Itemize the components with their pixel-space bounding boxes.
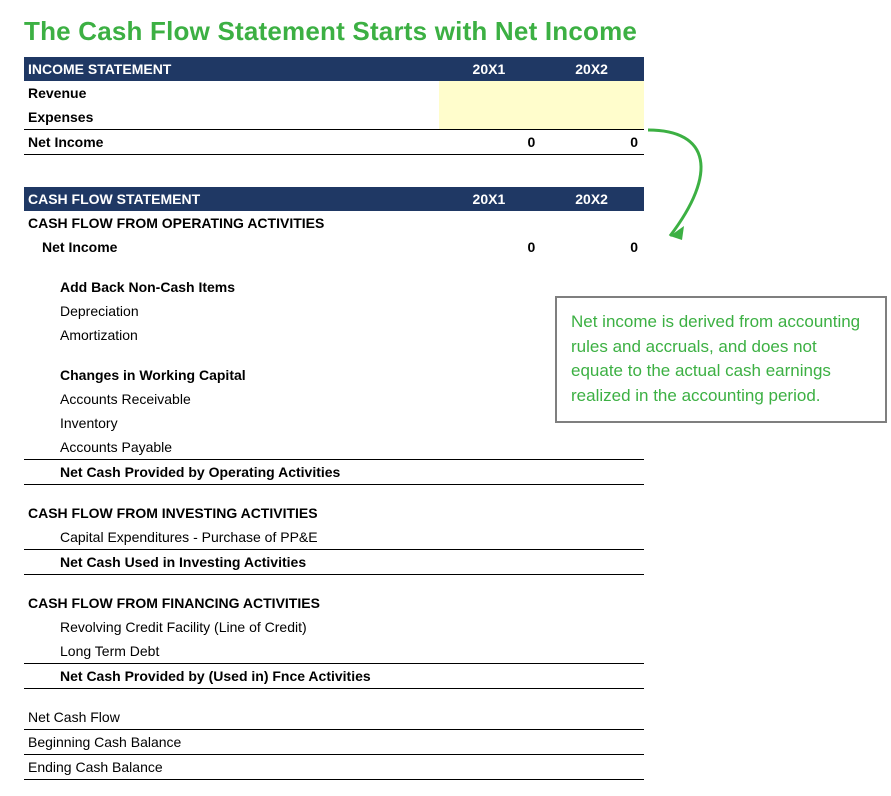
ar-row: Accounts Receivable (24, 387, 644, 411)
op-activities-title-row: CASH FLOW FROM OPERATING ACTIVITIES (24, 211, 644, 235)
year-2-header: 20X2 (541, 57, 644, 81)
is-netincome-row: Net Income 0 0 (24, 130, 644, 155)
inv-net-row: Net Cash Used in Investing Activities (24, 550, 644, 575)
op-netincome-y2: 0 (541, 235, 644, 259)
financial-statements-table: INCOME STATEMENT 20X1 20X2 Revenue Expen… (24, 57, 644, 780)
capex-label: Capital Expenditures - Purchase of PP&E (24, 525, 439, 550)
expenses-row: Expenses (24, 105, 644, 130)
cashflow-statement-header: CASH FLOW STATEMENT (24, 187, 439, 211)
cashflow-statement-header-row: CASH FLOW STATEMENT 20X1 20X2 (24, 187, 644, 211)
inventory-row: Inventory (24, 411, 644, 435)
revenue-row: Revenue (24, 81, 644, 105)
inv-title: CASH FLOW FROM INVESTING ACTIVITIES (24, 501, 439, 525)
ar-label: Accounts Receivable (24, 387, 439, 411)
op-net-row: Net Cash Provided by Operating Activitie… (24, 460, 644, 485)
inv-title-row: CASH FLOW FROM INVESTING ACTIVITIES (24, 501, 644, 525)
income-statement-header-row: INCOME STATEMENT 20X1 20X2 (24, 57, 644, 81)
end-cash-label: Ending Cash Balance (24, 755, 439, 780)
expenses-label: Expenses (24, 105, 439, 130)
amortization-label: Amortization (24, 323, 439, 347)
inventory-label: Inventory (24, 411, 439, 435)
end-cash-row: Ending Cash Balance (24, 755, 644, 780)
netincome-callout: Net income is derived from accounting ru… (555, 296, 887, 423)
revolver-label: Revolving Credit Facility (Line of Credi… (24, 615, 439, 639)
is-netincome-y1: 0 (439, 130, 542, 155)
revolver-row: Revolving Credit Facility (Line of Credi… (24, 615, 644, 639)
wc-title: Changes in Working Capital (24, 363, 439, 387)
beg-cash-label: Beginning Cash Balance (24, 730, 439, 755)
addback-title-row: Add Back Non-Cash Items (24, 275, 644, 299)
op-netincome-label: Net Income (24, 235, 439, 259)
netcashflow-label: Net Cash Flow (24, 705, 439, 730)
op-activities-title: CASH FLOW FROM OPERATING ACTIVITIES (24, 211, 439, 235)
beg-cash-row: Beginning Cash Balance (24, 730, 644, 755)
netcashflow-row: Net Cash Flow (24, 705, 644, 730)
income-statement-header: INCOME STATEMENT (24, 57, 439, 81)
expenses-y2-cell (541, 105, 644, 130)
ap-row: Accounts Payable (24, 435, 644, 460)
fin-title-row: CASH FLOW FROM FINANCING ACTIVITIES (24, 591, 644, 615)
is-netincome-y2: 0 (541, 130, 644, 155)
depreciation-label: Depreciation (24, 299, 439, 323)
fin-title: CASH FLOW FROM FINANCING ACTIVITIES (24, 591, 439, 615)
expenses-y1-cell (439, 105, 542, 130)
cf-year-2-header: 20X2 (541, 187, 644, 211)
op-netincome-y1: 0 (439, 235, 542, 259)
addback-title: Add Back Non-Cash Items (24, 275, 439, 299)
flow-arrow-icon (640, 118, 730, 248)
fin-net-label: Net Cash Provided by (Used in) Fnce Acti… (24, 664, 439, 689)
ap-label: Accounts Payable (24, 435, 439, 460)
ltdebt-label: Long Term Debt (24, 639, 439, 664)
fin-net-row: Net Cash Provided by (Used in) Fnce Acti… (24, 664, 644, 689)
op-net-label: Net Cash Provided by Operating Activitie… (24, 460, 439, 485)
revenue-label: Revenue (24, 81, 439, 105)
year-1-header: 20X1 (439, 57, 542, 81)
revenue-y2-cell (541, 81, 644, 105)
is-netincome-label: Net Income (24, 130, 439, 155)
op-netincome-row: Net Income 0 0 (24, 235, 644, 259)
wc-title-row: Changes in Working Capital (24, 363, 644, 387)
cf-year-1-header: 20X1 (439, 187, 542, 211)
amortization-row: Amortization (24, 323, 644, 347)
ltdebt-row: Long Term Debt (24, 639, 644, 664)
page-title: The Cash Flow Statement Starts with Net … (24, 16, 867, 47)
depreciation-row: Depreciation (24, 299, 644, 323)
capex-row: Capital Expenditures - Purchase of PP&E (24, 525, 644, 550)
inv-net-label: Net Cash Used in Investing Activities (24, 550, 439, 575)
revenue-y1-cell (439, 81, 542, 105)
